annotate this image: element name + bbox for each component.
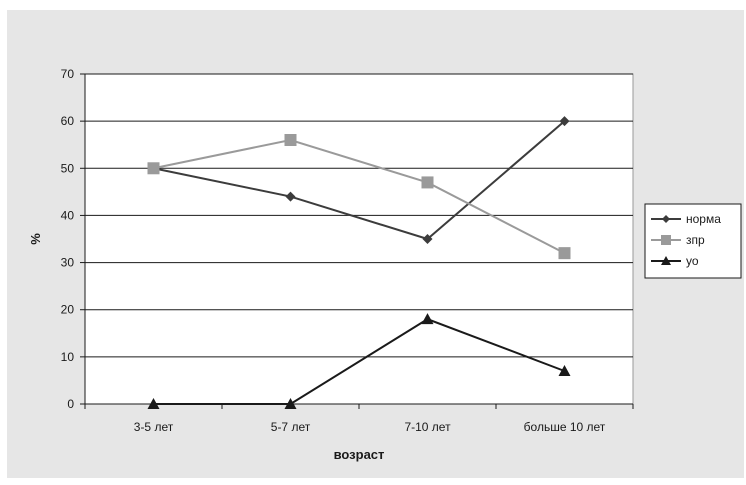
- gridlines: [85, 73, 633, 358]
- data-point-triangle: [284, 398, 297, 409]
- data-point-diamond: [422, 234, 433, 244]
- series-line: [153, 138, 565, 255]
- legend-marker-triangle: [661, 256, 671, 265]
- x-axis-ticks: 3-5 лет 5-7 лет 7-10 лет больше 10 лет: [84, 404, 634, 434]
- x-tick-label: 3-5 лет: [134, 420, 174, 434]
- y-tick-label: 40: [61, 208, 75, 222]
- legend-marker-square: [661, 235, 671, 245]
- data-point-square: [421, 176, 434, 189]
- data-point-square: [284, 134, 297, 146]
- y-tick-label: 30: [61, 256, 75, 270]
- legend: норма зпр уо: [644, 203, 742, 279]
- x-tick-label: 7-10 лет: [404, 420, 451, 434]
- series-line: [153, 318, 565, 405]
- data-point-square: [147, 162, 160, 175]
- data-point-triangle: [147, 398, 160, 409]
- series-уо: [147, 313, 571, 409]
- plot-area: [84, 73, 634, 405]
- legend-item-норма: норма: [651, 212, 721, 226]
- data-point-diamond: [285, 191, 296, 202]
- legend-label: зпр: [686, 233, 705, 247]
- x-tick-label: больше 10 лет: [524, 420, 606, 434]
- y-tick-label: 0: [67, 397, 74, 411]
- legend-label: норма: [686, 212, 721, 226]
- series-layer: [147, 116, 571, 409]
- y-tick-label: 70: [61, 67, 75, 81]
- legend-item-зпр: зпр: [651, 233, 705, 247]
- data-point-diamond: [559, 116, 570, 127]
- legend-label: уо: [686, 254, 699, 268]
- y-tick-label: 50: [61, 161, 75, 175]
- series-зпр: [147, 134, 571, 260]
- y-tick-label: 60: [61, 114, 75, 128]
- y-tick-label: 20: [61, 303, 75, 317]
- x-tick-label: 5-7 лет: [271, 420, 311, 434]
- legend-marker-diamond: [662, 215, 670, 223]
- y-axis-title: %: [28, 233, 43, 245]
- data-point-triangle: [558, 365, 571, 376]
- series-line: [153, 120, 566, 241]
- data-point-square: [558, 247, 571, 260]
- y-tick-label: 10: [61, 350, 75, 364]
- legend-item-уо: уо: [651, 254, 699, 268]
- data-point-triangle: [421, 313, 434, 325]
- x-axis-title: возраст: [334, 447, 385, 462]
- y-axis-ticks: 0 10 20 30 40 50 60 70: [61, 67, 85, 411]
